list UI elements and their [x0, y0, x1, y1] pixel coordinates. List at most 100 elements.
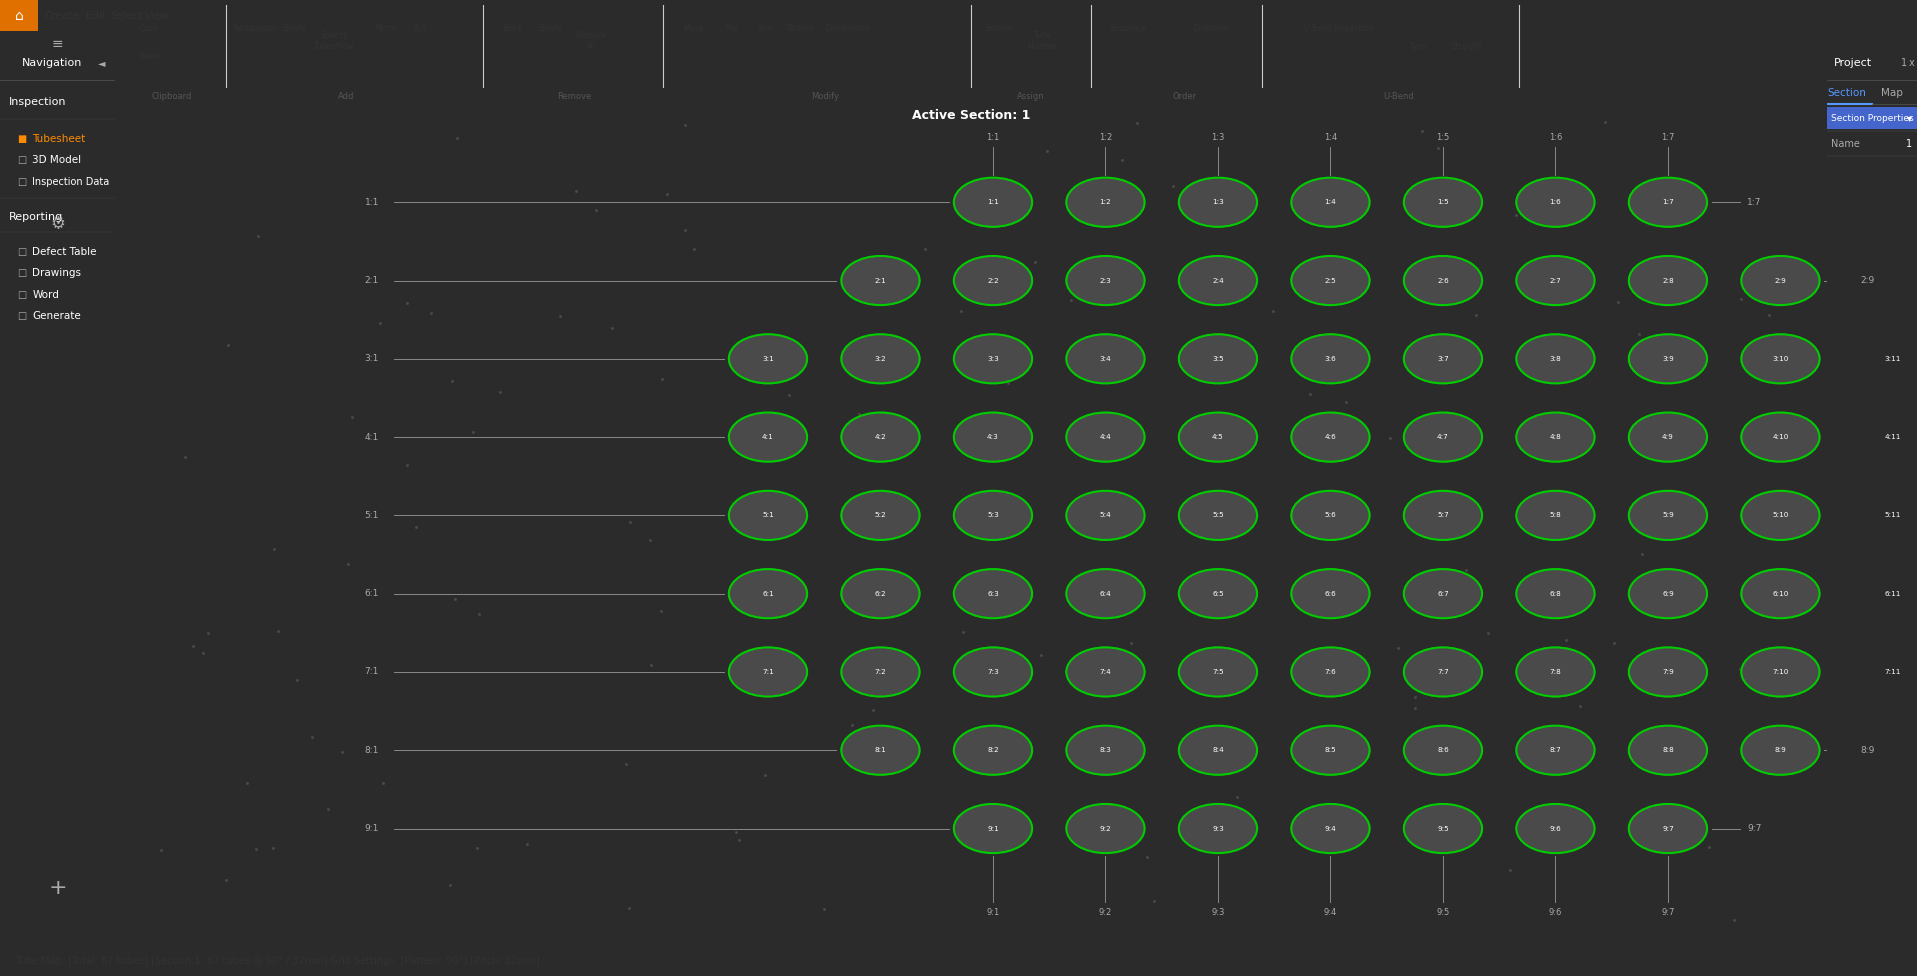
Circle shape [728, 334, 807, 384]
Circle shape [842, 334, 920, 384]
Text: 6:9: 6:9 [1662, 590, 1674, 596]
Circle shape [1066, 491, 1144, 540]
Text: Select: Select [111, 11, 142, 20]
Text: Word: Word [33, 290, 59, 300]
Point [297, 730, 328, 746]
Text: 2:5: 2:5 [1325, 277, 1336, 284]
Point [416, 305, 447, 320]
Point [240, 841, 270, 857]
Point [1472, 625, 1503, 640]
Text: 9:7: 9:7 [1748, 824, 1762, 834]
Text: 3:9: 3:9 [1662, 356, 1674, 362]
Text: 5:2: 5:2 [874, 512, 886, 518]
Point [437, 373, 468, 388]
Text: 3:5: 3:5 [1212, 356, 1223, 362]
Text: 3:2: 3:2 [874, 356, 886, 362]
Text: □: □ [17, 290, 27, 300]
Text: 1:5: 1:5 [1436, 133, 1449, 142]
Point [648, 371, 679, 386]
Circle shape [955, 256, 1031, 305]
Text: 6:5: 6:5 [1212, 590, 1223, 596]
Text: 2:3: 2:3 [1100, 277, 1112, 284]
Text: 8:9: 8:9 [1775, 748, 1787, 753]
Circle shape [1854, 491, 1917, 540]
Point [1020, 254, 1051, 269]
Text: Generate: Generate [33, 311, 81, 321]
Point [809, 902, 840, 917]
Point [596, 320, 627, 336]
Text: 2:4: 2:4 [1212, 277, 1223, 284]
Circle shape [1066, 804, 1144, 853]
Point [1179, 572, 1210, 588]
Circle shape [1403, 178, 1482, 226]
Text: ≡: ≡ [52, 37, 63, 51]
Circle shape [1629, 334, 1706, 384]
Text: 2:1: 2:1 [874, 277, 886, 284]
Text: 8:1: 8:1 [364, 746, 380, 754]
Circle shape [955, 726, 1031, 775]
Text: Specify
Tubes/Row: Specify Tubes/Row [314, 31, 355, 51]
Text: 7:10: 7:10 [1771, 669, 1789, 675]
Text: Rectangular: Rectangular [232, 24, 278, 33]
Circle shape [1854, 334, 1917, 384]
Point [188, 645, 219, 661]
Text: 8:3: 8:3 [1100, 748, 1112, 753]
Text: Single: Single [539, 24, 562, 33]
Text: 8:7: 8:7 [1549, 748, 1560, 753]
Text: 9:4: 9:4 [1325, 826, 1336, 832]
Circle shape [1403, 256, 1482, 305]
Point [439, 590, 470, 606]
Circle shape [1516, 804, 1595, 853]
Text: 8:2: 8:2 [987, 748, 999, 753]
Point [945, 303, 976, 318]
Point [1305, 672, 1336, 688]
Text: 9:7: 9:7 [1662, 826, 1674, 832]
Point [211, 873, 242, 888]
Point [970, 409, 1001, 425]
Text: 1:2: 1:2 [1100, 199, 1112, 205]
Text: Assign: Assign [1018, 92, 1045, 101]
Point [1422, 140, 1453, 155]
Text: 1:6: 1:6 [1549, 133, 1562, 142]
Text: Sequence: Sequence [1110, 24, 1146, 33]
Circle shape [1629, 413, 1706, 462]
Text: 5:3: 5:3 [987, 512, 999, 518]
Text: 7:3: 7:3 [987, 669, 999, 675]
Text: Mirror: Mirror [374, 24, 397, 33]
Point [993, 375, 1024, 390]
Text: Reporting: Reporting [10, 212, 63, 222]
Circle shape [1179, 569, 1258, 618]
Text: 4:10: 4:10 [1771, 434, 1789, 440]
Circle shape [955, 491, 1031, 540]
Circle shape [1066, 569, 1144, 618]
Point [1139, 893, 1169, 909]
Text: 5:5: 5:5 [1212, 512, 1223, 518]
Circle shape [1516, 647, 1595, 697]
Circle shape [1741, 256, 1819, 305]
Circle shape [1292, 726, 1369, 775]
Point [1647, 252, 1677, 267]
Text: Type:: Type: [1409, 42, 1430, 51]
Text: Pattern: Pattern [786, 24, 813, 33]
Point [391, 458, 422, 473]
Circle shape [1854, 569, 1917, 618]
Circle shape [1403, 804, 1482, 853]
Point [721, 824, 751, 839]
Circle shape [1066, 334, 1144, 384]
Text: 9:2: 9:2 [1098, 908, 1112, 916]
Circle shape [1179, 178, 1258, 226]
Point [560, 183, 590, 199]
Point [1026, 647, 1056, 663]
Point [612, 756, 642, 772]
Point [1754, 306, 1785, 322]
Text: Inspection: Inspection [10, 98, 67, 107]
Point [1718, 912, 1748, 927]
Text: Add: Add [337, 92, 355, 101]
Text: 1:1: 1:1 [987, 133, 999, 142]
Text: 2:1: 2:1 [364, 276, 380, 285]
Point [1725, 291, 1756, 306]
Text: Edit: Edit [86, 11, 105, 20]
Text: 4:3: 4:3 [987, 434, 999, 440]
Circle shape [1741, 491, 1819, 540]
Text: View: View [146, 11, 169, 20]
